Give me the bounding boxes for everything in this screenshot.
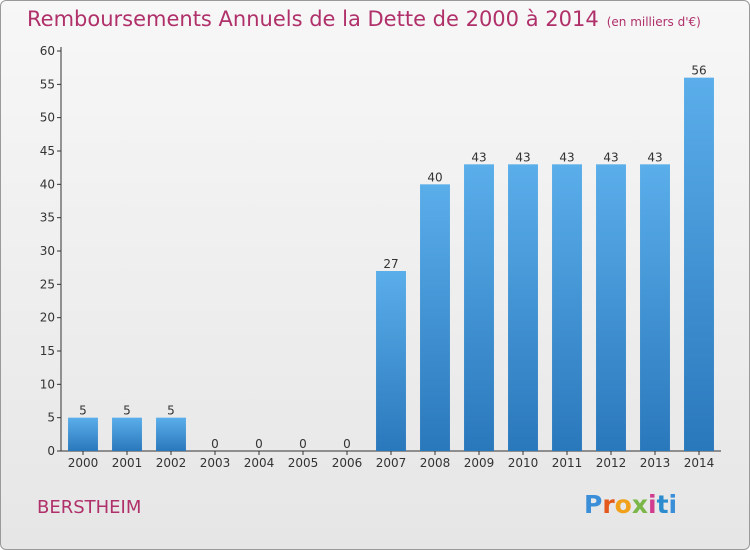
- logo-letter: x: [631, 490, 648, 519]
- y-tick-label: 40: [40, 177, 55, 191]
- bar: [420, 184, 450, 452]
- y-tick-label: 30: [40, 244, 55, 258]
- data-label: 43: [647, 150, 662, 164]
- data-label: 40: [427, 170, 442, 184]
- y-tick-label: 35: [40, 211, 55, 225]
- bar: [464, 164, 494, 452]
- x-tick-label: 2012: [596, 456, 627, 470]
- data-label: 5: [167, 404, 175, 418]
- chart-title-text: Remboursements Annuels de la Dette de 20…: [27, 7, 599, 31]
- y-tick-label: 25: [40, 277, 55, 291]
- x-tick-label: 2008: [420, 456, 451, 470]
- x-tick-label: 2010: [508, 456, 539, 470]
- data-label: 0: [255, 437, 263, 451]
- y-tick-label: 50: [40, 111, 55, 125]
- bar: [596, 164, 626, 452]
- data-label: 0: [211, 437, 219, 451]
- x-tick-label: 2011: [552, 456, 583, 470]
- x-tick-label: 2009: [464, 456, 495, 470]
- x-tick-label: 2006: [332, 456, 363, 470]
- commune-name: BERSTHEIM: [37, 497, 142, 518]
- proxiti-logo[interactable]: Proxiti: [584, 490, 677, 519]
- bar: [112, 417, 142, 451]
- bar: [508, 164, 538, 452]
- bar: [640, 164, 670, 452]
- y-tick-label: 10: [40, 377, 55, 391]
- y-tick-label: 20: [40, 311, 55, 325]
- data-label: 5: [123, 404, 131, 418]
- bar: [68, 417, 98, 451]
- logo-letter: t: [656, 490, 669, 519]
- bar: [156, 417, 186, 451]
- data-label: 27: [383, 257, 398, 271]
- data-label: 43: [471, 150, 486, 164]
- x-tick-label: 2001: [112, 456, 143, 470]
- data-label: 0: [343, 437, 351, 451]
- logo-letter: P: [584, 490, 603, 519]
- x-tick-label: 2013: [640, 456, 671, 470]
- bar: [552, 164, 582, 452]
- x-tick-label: 2000: [68, 456, 99, 470]
- x-tick-label: 2005: [288, 456, 319, 470]
- chart-unit: (en milliers d'€): [606, 15, 701, 29]
- logo-letter: r: [602, 490, 615, 519]
- data-label: 43: [515, 150, 530, 164]
- data-label: 56: [691, 64, 706, 78]
- y-tick-label: 0: [47, 444, 55, 458]
- data-label: 43: [603, 150, 618, 164]
- data-label: 5: [79, 404, 87, 418]
- x-tick-label: 2002: [156, 456, 187, 470]
- y-tick-label: 60: [40, 44, 55, 58]
- logo-letter: o: [614, 490, 632, 519]
- y-tick-label: 5: [47, 411, 55, 425]
- data-label: 0: [299, 437, 307, 451]
- bar: [684, 77, 714, 452]
- chart-title: Remboursements Annuels de la Dette de 20…: [27, 7, 701, 31]
- x-tick-label: 2007: [376, 456, 407, 470]
- y-tick-label: 15: [40, 344, 55, 358]
- x-tick-label: 2014: [684, 456, 715, 470]
- logo-letter: i: [668, 490, 678, 519]
- y-tick-label: 55: [40, 77, 55, 91]
- y-tick-label: 45: [40, 144, 55, 158]
- x-tick-label: 2004: [244, 456, 275, 470]
- x-tick-label: 2003: [200, 456, 231, 470]
- bar: [376, 271, 406, 451]
- logo-letter: i: [648, 490, 657, 519]
- data-label: 43: [559, 150, 574, 164]
